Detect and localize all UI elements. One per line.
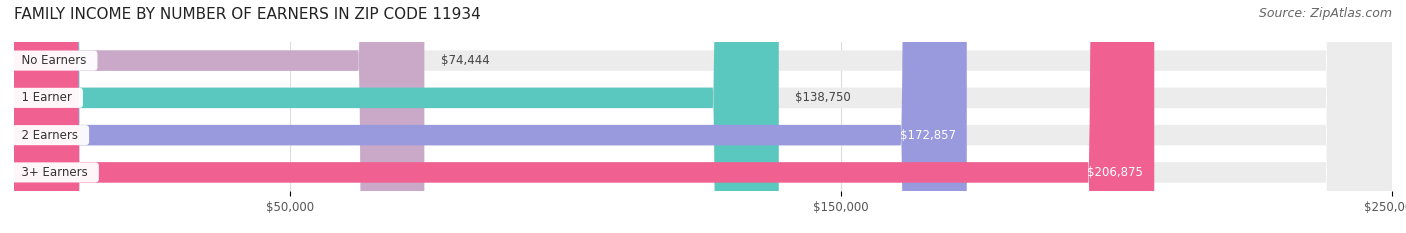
FancyBboxPatch shape — [14, 0, 1154, 233]
Text: $74,444: $74,444 — [441, 54, 489, 67]
FancyBboxPatch shape — [14, 0, 425, 233]
Text: FAMILY INCOME BY NUMBER OF EARNERS IN ZIP CODE 11934: FAMILY INCOME BY NUMBER OF EARNERS IN ZI… — [14, 7, 481, 22]
Text: Source: ZipAtlas.com: Source: ZipAtlas.com — [1258, 7, 1392, 20]
Text: $138,750: $138,750 — [796, 91, 851, 104]
FancyBboxPatch shape — [14, 0, 1392, 233]
FancyBboxPatch shape — [14, 0, 1392, 233]
FancyBboxPatch shape — [14, 0, 779, 233]
FancyBboxPatch shape — [14, 0, 967, 233]
FancyBboxPatch shape — [14, 0, 1392, 233]
Text: 1 Earner: 1 Earner — [14, 91, 79, 104]
FancyBboxPatch shape — [14, 0, 1392, 233]
Text: 2 Earners: 2 Earners — [14, 129, 86, 142]
Text: 3+ Earners: 3+ Earners — [14, 166, 96, 179]
Text: $172,857: $172,857 — [900, 129, 956, 142]
Text: $206,875: $206,875 — [1087, 166, 1143, 179]
Text: No Earners: No Earners — [14, 54, 94, 67]
